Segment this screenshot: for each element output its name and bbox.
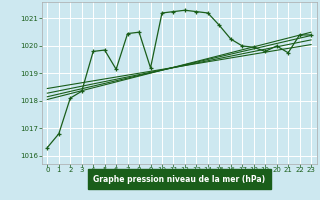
X-axis label: Graphe pression niveau de la mer (hPa): Graphe pression niveau de la mer (hPa) [93,175,265,184]
